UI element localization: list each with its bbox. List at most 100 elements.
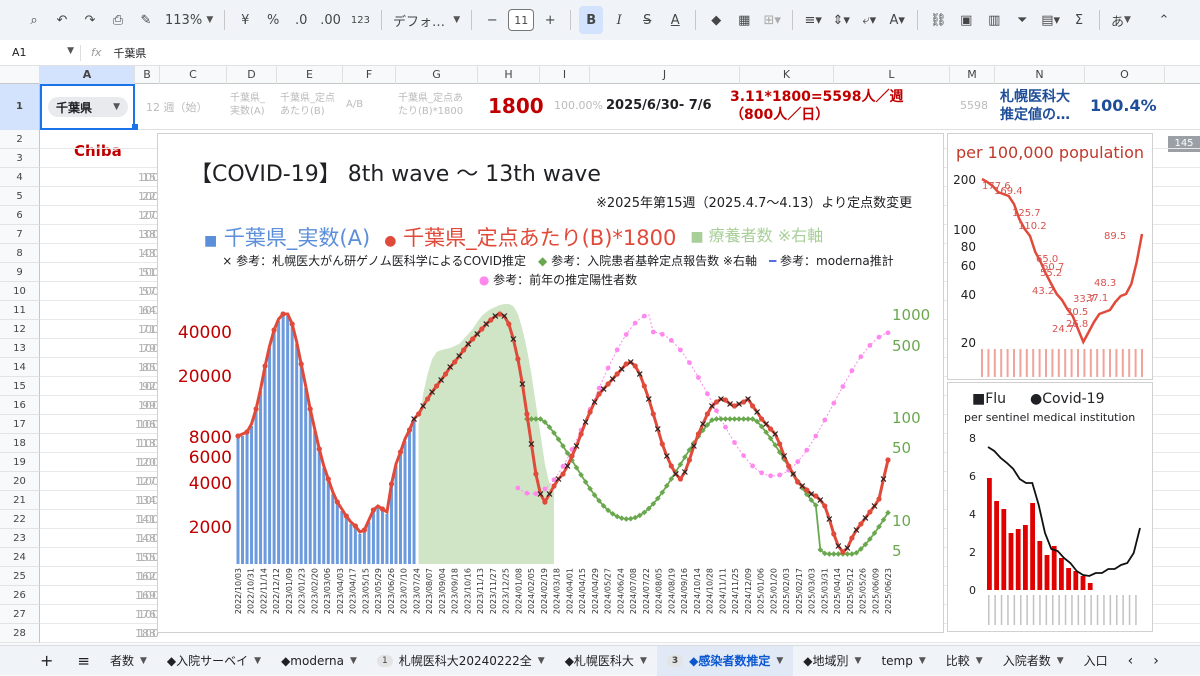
sheet-tab[interactable]: temp ▼: [871, 646, 935, 676]
fill-handle[interactable]: [132, 124, 138, 130]
sheet-tab[interactable]: 1 札幌医科大20240222全 ▼: [367, 646, 555, 676]
name-box[interactable]: A1 ▼: [0, 46, 80, 59]
add-sheet-icon[interactable]: +: [40, 651, 54, 670]
column-header-e[interactable]: E: [277, 66, 343, 84]
text-rotation-icon[interactable]: A▾: [889, 12, 905, 28]
insert-chart-icon[interactable]: ▥: [988, 12, 1001, 28]
functions-button[interactable]: Σ: [1074, 12, 1084, 28]
row-header-12[interactable]: 12: [0, 320, 40, 339]
text-color-button[interactable]: A: [670, 12, 680, 28]
collapse-menu-icon[interactable]: ⌃: [1158, 12, 1170, 28]
column-header-d[interactable]: D: [227, 66, 277, 84]
row-header-21[interactable]: 21: [0, 491, 40, 510]
zoom-select[interactable]: 113% ▼: [162, 6, 216, 34]
fill-color-icon[interactable]: ◆: [711, 12, 722, 28]
column-header-k[interactable]: K: [740, 66, 834, 84]
search-menus-icon[interactable]: ⌕: [30, 12, 38, 28]
bold-button[interactable]: B: [579, 6, 604, 34]
main-chart[interactable]: 【COVID-19】 8th wave 〜 13th wave ※2025年第1…: [157, 133, 944, 633]
column-header-f[interactable]: F: [343, 66, 396, 84]
sheet-tab[interactable]: ◆入院サーベイ ▼: [157, 646, 271, 676]
column-header-n[interactable]: N: [995, 66, 1085, 84]
sheet-tab[interactable]: ◆地域別 ▼: [793, 646, 871, 676]
row-header-20[interactable]: 20: [0, 472, 40, 491]
all-sheets-icon[interactable]: ≡: [77, 651, 90, 670]
selected-cell-a1[interactable]: 千葉県 ▼: [40, 84, 135, 130]
column-header-g[interactable]: G: [396, 66, 478, 84]
row-header-2[interactable]: 2: [0, 130, 40, 149]
row-header-23[interactable]: 23: [0, 529, 40, 548]
column-header-j[interactable]: J: [590, 66, 740, 84]
row-header-8[interactable]: 8: [0, 244, 40, 263]
row-header-19[interactable]: 19: [0, 453, 40, 472]
sheet-tab[interactable]: 入口: [1074, 646, 1118, 676]
per100k-chart[interactable]: per 100,000 population 200 100 80 60 40 20 177…: [947, 133, 1153, 380]
row-header-27[interactable]: 27: [0, 605, 40, 624]
scroll-tabs-left-icon[interactable]: ‹: [1127, 652, 1134, 669]
column-header-c[interactable]: C: [160, 66, 227, 84]
row-header-7[interactable]: 7: [0, 225, 40, 244]
font-size-decrease-icon[interactable]: −: [486, 12, 498, 28]
font-size-increase-icon[interactable]: +: [544, 12, 556, 28]
sheet-tab[interactable]: 3 ◆感染者数推定 ▼: [656, 645, 794, 676]
sheet-tab[interactable]: 者数 ▼: [100, 646, 157, 676]
column-header-h[interactable]: H: [478, 66, 540, 84]
row-header-16[interactable]: 16: [0, 396, 40, 415]
scroll-tabs-right-icon[interactable]: ›: [1153, 652, 1159, 669]
text-wrap-icon[interactable]: ⤶▾: [862, 12, 877, 28]
paint-format-icon[interactable]: ✎: [140, 12, 152, 28]
row-header-6[interactable]: 6: [0, 206, 40, 225]
undo-icon[interactable]: ↶: [56, 12, 68, 28]
borders-icon[interactable]: ▦: [738, 12, 751, 28]
percent-button[interactable]: %: [267, 12, 280, 28]
row-header-4[interactable]: 4: [0, 168, 40, 187]
column-header-l[interactable]: L: [834, 66, 950, 84]
font-select[interactable]: デフォ… ▼: [390, 6, 463, 34]
row-header-18[interactable]: 18: [0, 434, 40, 453]
flu-covid-chart[interactable]: ■Flu ●Covid-19 per sentinel medical inst…: [947, 382, 1153, 632]
number-format-button[interactable]: 123: [350, 14, 371, 26]
prefecture-dropdown[interactable]: 千葉県 ▼: [48, 97, 128, 117]
row-header-13[interactable]: 13: [0, 339, 40, 358]
row-header-5[interactable]: 5: [0, 187, 40, 206]
vertical-align-icon[interactable]: ⇕▾: [832, 12, 850, 28]
font-size-input[interactable]: 11: [508, 9, 535, 31]
corner-cell[interactable]: [0, 66, 40, 84]
row-header-11[interactable]: 11: [0, 301, 40, 320]
input-tools-button[interactable]: あ ▼: [1108, 6, 1134, 34]
row-header-24[interactable]: 24: [0, 548, 40, 567]
formula-input[interactable]: 千葉県: [113, 46, 147, 60]
column-header-m[interactable]: M: [950, 66, 995, 84]
row-header-17[interactable]: 17: [0, 415, 40, 434]
strikethrough-button[interactable]: S: [643, 12, 652, 28]
row-header-26[interactable]: 26: [0, 586, 40, 605]
print-icon[interactable]: ⎙: [112, 12, 124, 28]
filter-icon[interactable]: ⏷: [1017, 12, 1028, 28]
row-header-9[interactable]: 9: [0, 263, 40, 282]
horizontal-align-icon[interactable]: ≡▾: [804, 12, 822, 28]
row-header-15[interactable]: 15: [0, 377, 40, 396]
filter-views-icon[interactable]: ▤▾: [1041, 12, 1061, 28]
column-header-a[interactable]: A: [40, 66, 135, 84]
column-header-o[interactable]: O: [1085, 66, 1165, 84]
row-header-28[interactable]: 28: [0, 624, 40, 643]
decrease-decimal-button[interactable]: .0: [295, 12, 308, 28]
column-header-i[interactable]: I: [540, 66, 590, 84]
column-header-b[interactable]: B: [135, 66, 160, 84]
merge-cells-icon[interactable]: ⊞▾: [763, 12, 781, 28]
sheet-tab[interactable]: ◆moderna ▼: [271, 646, 367, 676]
increase-decimal-button[interactable]: .00: [320, 12, 341, 28]
sheet-tab[interactable]: 比較 ▼: [936, 646, 993, 676]
insert-comment-icon[interactable]: ▣: [960, 12, 973, 28]
row-header-25[interactable]: 25: [0, 567, 40, 586]
row-header-10[interactable]: 10: [0, 282, 40, 301]
redo-icon[interactable]: ↷: [84, 12, 96, 28]
insert-link-icon[interactable]: ⛓: [929, 12, 947, 28]
currency-button[interactable]: ¥: [241, 12, 250, 28]
row-header-1[interactable]: 1: [0, 84, 40, 130]
row-header-3[interactable]: 3: [0, 149, 40, 168]
row-header-22[interactable]: 22: [0, 510, 40, 529]
italic-button[interactable]: I: [616, 12, 622, 28]
sheet-tab[interactable]: 入院者数 ▼: [993, 646, 1074, 676]
row-header-14[interactable]: 14: [0, 358, 40, 377]
